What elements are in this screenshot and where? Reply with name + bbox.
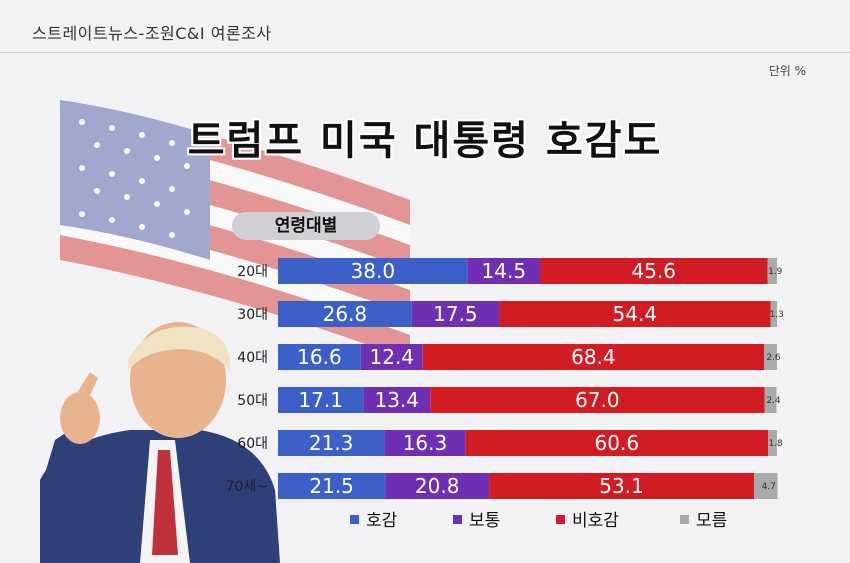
category-label: 20대 [237,264,268,280]
bar-segment-neutral [467,258,540,284]
age-group-label: 연령대별 [232,212,380,240]
data-label-neutral: 16.3 [403,431,448,455]
legend-label-neutral: 보통 [469,511,501,531]
data-label-neutral: 14.5 [482,259,527,283]
category-label: 70세~ [226,479,268,495]
bar-segment-neutral [411,301,500,327]
bar-segment-unfavorable [489,473,755,499]
person-illustration [40,322,280,563]
data-label-neutral: 20.8 [415,474,460,498]
legend-item-unknown: 모름 [680,506,727,531]
legend-label-favorable: 호감 [366,511,398,531]
data-label-unknown: 1.9 [768,267,783,277]
bar-segment-unknown [767,258,777,284]
bar-segment-neutral [363,387,431,413]
bar-segment-unfavorable [465,430,769,456]
category-label: 50대 [237,393,268,409]
bar-segment-favorable [278,387,364,413]
bar-segment-unfavorable [430,387,765,413]
data-label-unknown: 2.6 [766,353,781,363]
source-label: 스트레이트뉴스-조원C&I 여론조사 [32,24,272,43]
legend-swatch-favorable [350,515,359,524]
bar-segment-unknown [770,301,777,327]
data-label-favorable: 21.5 [309,474,354,498]
bar-segment-neutral [385,473,490,499]
legend-item-unfavorable: 비호감 [556,506,619,531]
bar-segment-unfavorable [499,301,771,327]
data-label-unfavorable: 45.6 [631,259,676,283]
legend-item-neutral: 보통 [453,506,500,531]
chart-title: 트럼프 미국 대통령 호감도 [187,118,663,164]
data-label-favorable: 21.3 [309,431,354,455]
data-label-unfavorable: 53.1 [599,474,644,498]
category-label: 30대 [237,307,268,323]
header-divider [0,52,850,53]
bar-segment-unfavorable [539,258,768,284]
data-label-neutral: 12.4 [370,345,415,369]
bar-segment-neutral [384,430,466,456]
bar-segment-favorable [278,301,412,327]
data-label-unfavorable: 67.0 [575,388,620,412]
data-label-unfavorable: 54.4 [613,302,658,326]
bar-segment-unfavorable [422,344,765,370]
data-label-favorable: 38.0 [351,259,396,283]
bar-segment-neutral [360,344,423,370]
category-label: 60대 [237,436,268,452]
data-label-neutral: 17.5 [433,302,478,326]
data-label-favorable: 16.6 [297,345,342,369]
data-label-unknown: 1.8 [768,439,783,449]
data-label-favorable: 26.8 [323,302,368,326]
legend-label-unfavorable: 비호감 [572,511,619,531]
bar-segment-unknown [754,473,778,499]
data-label-unfavorable: 68.4 [571,345,616,369]
data-label-favorable: 17.1 [298,388,343,412]
data-label-unknown: 2.4 [766,396,781,406]
bar-segment-unknown [768,430,777,456]
legend-label-unknown: 모름 [696,511,728,531]
legend-swatch-unfavorable [556,515,565,524]
bar-segment-favorable [278,344,361,370]
data-label-unfavorable: 60.6 [595,431,640,455]
data-label-neutral: 13.4 [374,388,419,412]
data-label-unknown: 1.3 [770,310,784,320]
bar-segment-favorable [278,473,386,499]
category-label: 40대 [237,350,268,366]
legend-swatch-neutral [453,515,462,524]
legend-swatch-unknown [680,515,689,524]
unit-label: 단위 % [768,64,806,78]
bar-segment-unknown [764,387,777,413]
data-label-unknown: 4.7 [762,482,776,492]
bar-segment-favorable [278,430,385,456]
bar-segment-favorable [278,258,468,284]
legend-item-favorable: 호감 [350,506,397,531]
bar-segment-unknown [764,344,777,370]
